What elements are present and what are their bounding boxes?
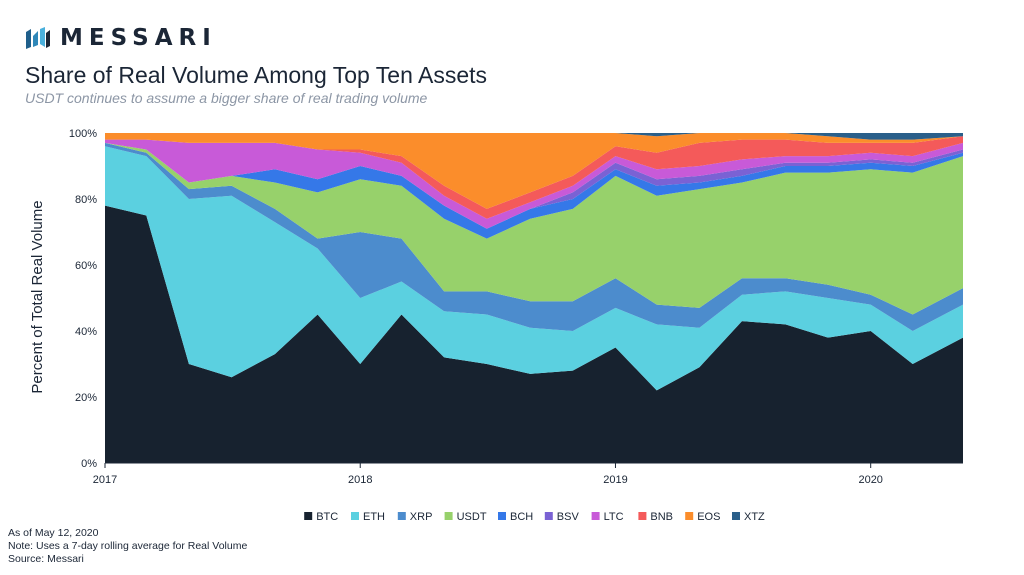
x-tick-label: 2017 [93, 474, 117, 486]
legend-label-xrp: XRP [410, 511, 433, 523]
legend-label-xtz: XTZ [744, 511, 765, 523]
y-tick-label: 20% [75, 392, 97, 404]
legend-swatch-eos [685, 512, 694, 520]
y-tick-label: 0% [81, 458, 97, 470]
area-usdt [105, 142, 963, 315]
chart-legend: BTC ETH XRP USDT BCH BSV LTC BNB EOS XTZ [304, 511, 765, 523]
area-ltc [105, 139, 963, 229]
legend-label-btc: BTC [316, 511, 338, 523]
as-of-date: As of May 12, 2020 [8, 527, 99, 539]
legend-swatch-xrp [397, 512, 406, 520]
legend-label-bsv: BSV [557, 511, 580, 523]
chart-areas [105, 133, 963, 463]
legend-swatch-bch [498, 512, 506, 520]
legend-swatch-usdt [444, 512, 453, 520]
brand: MESSARI [26, 22, 217, 54]
legend-label-eth: ETH [363, 511, 385, 523]
y-tick-label: 100% [69, 128, 97, 140]
area-eth [105, 146, 963, 391]
y-tick-label: 80% [75, 194, 97, 206]
y-tick-label: 40% [75, 326, 97, 338]
legend-swatch-ltc [591, 512, 600, 520]
legend-swatch-eth [351, 512, 359, 520]
x-tick-label: 2018 [348, 474, 372, 486]
legend-label-usdt: USDT [457, 511, 487, 523]
area-bnb [105, 136, 963, 219]
legend-label-ltc: LTC [604, 511, 624, 523]
x-tick-label: 2020 [858, 474, 882, 486]
brand-name: MESSARI [60, 25, 217, 51]
legend-label-bch: BCH [510, 511, 533, 523]
x-tick-label: 2019 [603, 474, 627, 486]
y-tick-label: 60% [75, 260, 97, 272]
x-axis-ticks: 2017 2018 2019 2020 [93, 463, 883, 486]
area-btc [105, 205, 963, 463]
source-note: Source: Messari [8, 553, 84, 565]
y-axis-label: Percent of Total Real Volume [29, 200, 46, 393]
legend-swatch-bnb [638, 512, 647, 520]
chart-title: Share of Real Volume Among Top Ten Asset… [25, 62, 487, 88]
area-eos [105, 133, 963, 209]
legend-swatch-xtz [732, 512, 740, 520]
legend-label-eos: EOS [697, 511, 720, 523]
legend-swatch-btc [304, 512, 313, 520]
area-xrp [105, 142, 963, 331]
footer-notes: As of May 12, 2020 Note: Uses a 7-day ro… [8, 527, 247, 566]
legend-swatch-bsv [544, 512, 553, 520]
chart-subtitle: USDT continues to assume a bigger share … [25, 90, 428, 106]
messari-logo-icon [26, 27, 50, 49]
area-xtz [105, 133, 963, 140]
legend-label-bnb: BNB [650, 511, 673, 523]
y-axis-ticks: 0% 20% 40% 60% 80% 100% [69, 128, 97, 470]
methodology-note: Note: Uses a 7-day rolling average for R… [8, 540, 248, 552]
